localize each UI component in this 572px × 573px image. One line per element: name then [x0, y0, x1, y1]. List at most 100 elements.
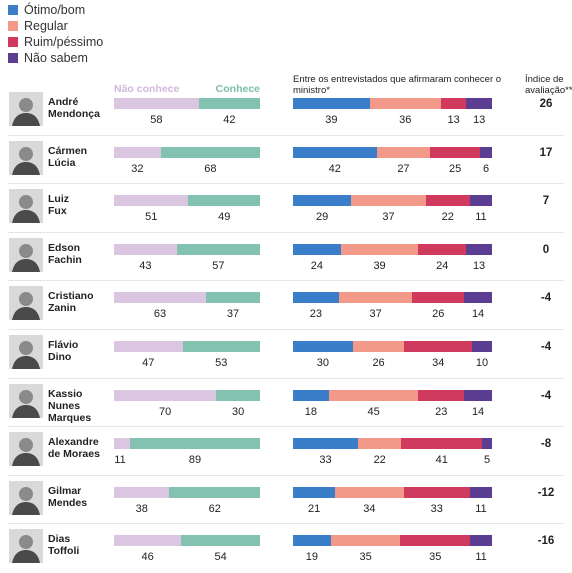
know-bar-segment	[114, 195, 189, 206]
header-nao-conhece: Não conhece	[114, 83, 180, 95]
eval-value-label: 23	[435, 406, 448, 418]
eval-bar	[293, 390, 492, 401]
judge-name-line: Alexandre	[48, 436, 99, 448]
eval-bar-segment	[404, 341, 473, 352]
legend-label: Ruim/péssimo	[24, 35, 104, 49]
eval-value-label: 35	[429, 551, 442, 563]
eval-bar	[293, 195, 492, 206]
eval-bar	[293, 244, 492, 255]
eval-bar-segment	[293, 341, 353, 352]
eval-value-label: 11	[475, 551, 487, 563]
know-value-label: 46	[141, 551, 154, 563]
judge-row: Edson Fachin 43 57 24 39 24 13 0	[0, 238, 572, 282]
know-bar-segment	[160, 147, 260, 158]
judge-row: Luiz Fux 51 49 29 37 22 11 7	[0, 189, 572, 233]
eval-value-label: 33	[319, 454, 332, 466]
judge-photo	[9, 141, 43, 175]
eval-value-label: 21	[307, 503, 321, 515]
know-value-label: 37	[226, 308, 240, 320]
header-conhece: Conhece	[215, 83, 260, 95]
eval-value-label: 36	[399, 114, 412, 126]
know-bar-segment	[216, 390, 260, 401]
judge-name: Flávio Dino	[48, 339, 112, 363]
eval-value-label: 25	[449, 163, 462, 175]
know-bar	[114, 535, 260, 546]
eval-value-label: 41	[435, 454, 448, 466]
eval-bar-segment	[338, 292, 413, 303]
evaluation-index: -16	[537, 535, 555, 547]
eval-bar-segment	[340, 244, 419, 255]
eval-bar-segment	[472, 341, 492, 352]
know-value-label: 54	[214, 551, 227, 563]
evaluation-index: 26	[539, 98, 553, 110]
know-bar	[114, 292, 260, 303]
row-divider	[8, 329, 564, 330]
evaluation-index: -12	[537, 487, 555, 499]
know-value-label: 57	[212, 260, 225, 272]
eval-value-label: 24	[436, 260, 449, 272]
eval-bar-segment	[351, 195, 426, 206]
know-bar	[114, 390, 260, 401]
judge-name-line: Cristiano	[48, 290, 94, 302]
know-value-label: 11	[114, 454, 126, 466]
legend-swatch	[8, 37, 18, 47]
judge-name: Luiz Fux	[48, 193, 112, 217]
judge-photo	[9, 238, 43, 272]
know-value-label: 53	[215, 357, 228, 369]
know-bar	[114, 147, 260, 158]
row-divider	[8, 280, 564, 281]
eval-bar-segment	[352, 341, 405, 352]
know-value-label: 63	[153, 308, 167, 320]
eval-bar-segment	[293, 98, 370, 109]
eval-bar-segment	[328, 390, 419, 401]
judge-photo	[9, 432, 43, 466]
eval-value-label: 30	[316, 357, 329, 369]
know-bar	[114, 195, 260, 206]
judge-photo	[9, 286, 43, 320]
eval-value-label: 13	[447, 114, 460, 126]
judge-name-line: Fux	[48, 205, 67, 217]
row-divider	[8, 135, 564, 136]
eval-value-label: 37	[369, 308, 382, 320]
eval-bar-segment	[482, 438, 492, 449]
know-value-label: 51	[145, 211, 158, 223]
eval-value-label: 6	[482, 163, 490, 175]
know-bar-segment	[114, 292, 206, 303]
legend-item-nao-sabem: Não sabem	[8, 50, 103, 66]
eval-value-label: 33	[430, 503, 443, 515]
eval-value-label: 22	[373, 454, 386, 466]
eval-bar-segment	[335, 487, 404, 498]
eval-value-label: 19	[305, 551, 319, 563]
eval-value-label: 26	[372, 357, 385, 369]
row-divider	[8, 523, 564, 524]
know-bar-segment	[181, 535, 260, 546]
know-bar	[114, 98, 260, 109]
know-bar-segment	[114, 535, 182, 546]
know-bar-segment	[176, 244, 260, 255]
judge-photo	[9, 92, 43, 126]
judge-name-line: Mendonça	[48, 108, 100, 120]
judge-name: Gilmar Mendes	[48, 485, 112, 509]
judge-name-line: André	[48, 96, 79, 108]
judge-name: Cármen Lúcia	[48, 145, 112, 169]
judge-name-line: Lúcia	[48, 157, 76, 169]
eval-value-label: 18	[304, 406, 318, 418]
eval-bar-segment	[466, 244, 492, 255]
eval-value-label: 13	[472, 260, 486, 272]
eval-bar-segment	[470, 535, 492, 546]
judge-name-line: Toffoli	[48, 545, 80, 557]
eval-value-label: 42	[328, 163, 341, 175]
know-bar	[114, 487, 260, 498]
eval-bar-segment	[412, 292, 465, 303]
legend-item-regular: Regular	[8, 18, 103, 34]
legend-label: Não sabem	[24, 51, 88, 65]
know-bar-segment	[114, 341, 183, 352]
eval-bar-segment	[293, 195, 352, 206]
legend-label: Ótimo/bom	[24, 3, 86, 17]
eval-value-label: 11	[475, 211, 487, 223]
evaluation-index: -4	[540, 341, 552, 353]
eval-bar-segment	[418, 244, 467, 255]
know-bar-segment	[114, 98, 199, 109]
eval-value-label: 14	[471, 406, 485, 418]
eval-bar	[293, 438, 492, 449]
